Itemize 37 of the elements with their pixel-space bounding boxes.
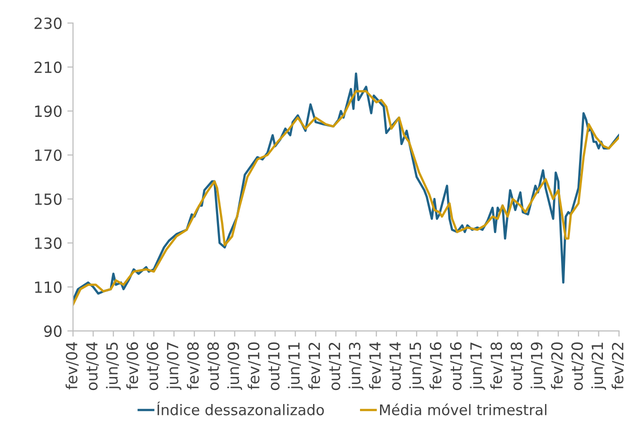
x-tick-label: fev/16	[430, 342, 443, 390]
x-tick-label: fev/12	[308, 342, 322, 390]
x-tick-label: fev/04	[66, 342, 79, 390]
x-tick-label: fev/08	[186, 342, 200, 390]
y-tick-label: 210	[34, 62, 62, 74]
legend-label: Índice dessazonalizado	[157, 402, 324, 416]
x-tick-label: out/08	[207, 342, 220, 390]
x-tick-label: out/04	[86, 342, 99, 390]
y-tick-label: 90	[44, 325, 62, 337]
x-tick-label: jun/11	[288, 342, 303, 390]
x-tick-label: jun/09	[227, 342, 242, 390]
y-tick-label: 230	[34, 18, 62, 30]
x-tick-label: jun/15	[409, 342, 424, 390]
x-tick-label: jun/17	[470, 342, 485, 390]
x-tick-label: out/18	[510, 342, 524, 390]
x-tick-label: out/20	[571, 342, 584, 390]
x-tick-label: out/10	[268, 342, 281, 390]
x-tick-label: jun/21	[591, 342, 606, 390]
x-tick-label: out/12	[328, 342, 342, 390]
y-tick-label: 150	[35, 193, 62, 206]
x-tick-label: fev/10	[248, 342, 261, 390]
x-tick-label: fev/18	[490, 342, 504, 390]
x-tick-label: fev/14	[368, 342, 382, 390]
x-tick-label: jun/13	[348, 342, 364, 390]
y-tick-label: 130	[35, 237, 62, 249]
x-tick-label: out/06	[146, 342, 160, 390]
x-tick-label: jun/07	[166, 342, 182, 390]
x-tick-label: out/14	[390, 342, 402, 390]
y-tick-label: 190	[35, 105, 62, 118]
x-tick-label: out/16	[450, 342, 463, 390]
x-tick-label: fev/06	[126, 342, 140, 390]
x-tick-label: jun/19	[530, 342, 546, 390]
x-tick-label: jun/05	[106, 342, 121, 390]
y-tick-label: 170	[35, 149, 62, 162]
legend-label: Média móvel trimestral	[380, 403, 546, 416]
y-tick-label: 110	[35, 281, 62, 293]
x-tick-label: fev/20	[550, 342, 564, 390]
